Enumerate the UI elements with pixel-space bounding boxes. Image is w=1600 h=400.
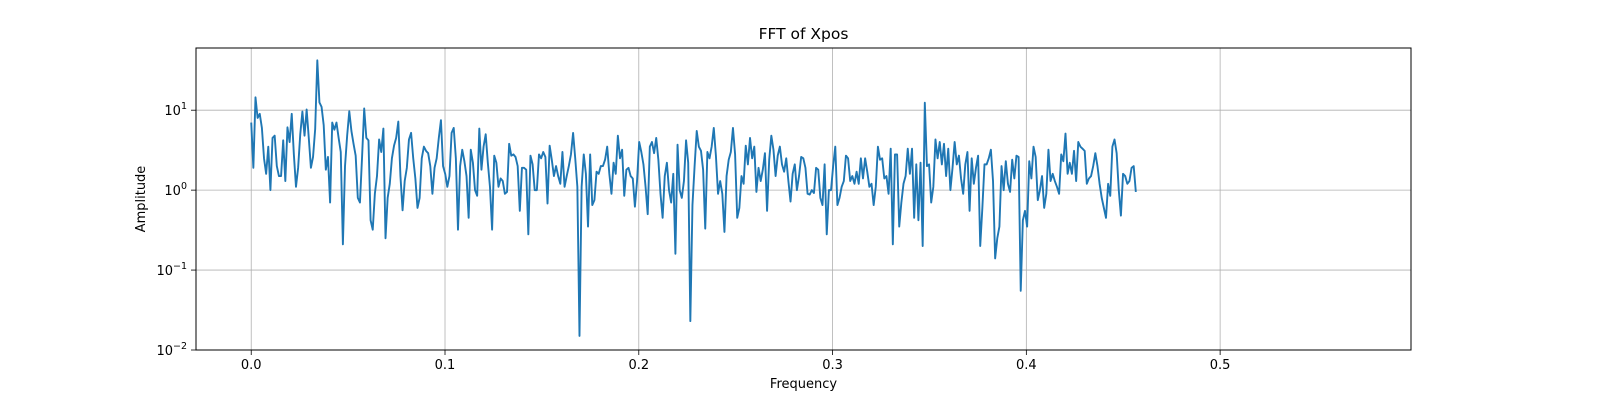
series-layer (250, 59, 1137, 337)
y-tick-base: 10 (164, 184, 181, 199)
grid-layer (196, 48, 1411, 350)
y-tick-base: 10 (156, 264, 173, 279)
y-tick-exponent: 1 (181, 101, 187, 112)
plot-frame (195, 47, 1412, 351)
y-tick-label: 100 (164, 181, 187, 199)
x-tick-label: 0.3 (822, 358, 843, 373)
y-tick-exponent: 0 (181, 181, 187, 192)
y-tick-exponent: −2 (173, 341, 187, 352)
chart-title: FFT of Xpos (759, 25, 849, 43)
y-axis-title: Amplitude (134, 166, 149, 233)
y-tick-base: 10 (156, 344, 173, 359)
y-tick-exponent: −1 (173, 261, 187, 272)
x-tick-label: 0.0 (241, 358, 262, 373)
x-tick-label: 0.2 (628, 358, 649, 373)
y-tick-label: 101 (164, 101, 187, 119)
y-tick-label: 10−2 (156, 341, 187, 359)
y-tick-label: 10−1 (156, 261, 187, 279)
x-axis-title: Frequency (770, 377, 837, 392)
x-tick-label: 0.4 (1016, 358, 1037, 373)
y-tick-base: 10 (164, 104, 181, 119)
x-tick-label: 0.1 (435, 358, 456, 373)
series-line (250, 59, 1137, 337)
x-tick-label: 0.5 (1210, 358, 1231, 373)
